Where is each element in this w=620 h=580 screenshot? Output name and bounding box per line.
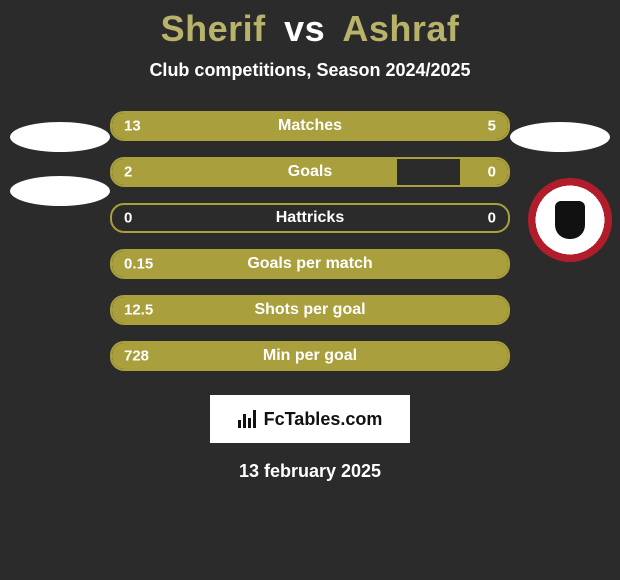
player1-name: Sherif: [161, 8, 266, 49]
player2-club-badge: [528, 178, 612, 262]
stat-label: Goals per match: [112, 255, 508, 273]
stat-bar: Min per goal728: [110, 341, 510, 371]
stat-label: Goals: [112, 163, 508, 181]
club-badge-inner: [541, 191, 599, 249]
stat-label: Matches: [112, 117, 508, 135]
stat-value-left: 728: [124, 348, 149, 365]
stat-bar: Hattricks0 0: [110, 203, 510, 233]
player1-avatar-placeholder-2: [10, 176, 110, 206]
stat-value-left: 0: [124, 210, 132, 227]
stat-label: Shots per goal: [112, 301, 508, 319]
stat-bar: Shots per goal12.5: [110, 295, 510, 325]
stat-bar: Matches13 5: [110, 111, 510, 141]
snapshot-date: 13 february 2025: [239, 461, 381, 482]
stat-value-right: 5: [488, 118, 496, 135]
brand-chart-icon: [238, 410, 256, 428]
stat-value-left: 13: [124, 118, 141, 135]
player2-name: Ashraf: [342, 8, 459, 49]
card-subtitle: Club competitions, Season 2024/2025: [149, 60, 470, 81]
stat-value-left: 2: [124, 164, 132, 181]
stat-value-right: 0: [488, 210, 496, 227]
club-badge-shield-icon: [555, 201, 585, 239]
stat-label: Hattricks: [112, 209, 508, 227]
vs-text: vs: [284, 8, 325, 49]
stat-value-left: 0.15: [124, 256, 153, 273]
stat-value-right: 0: [488, 164, 496, 181]
comparison-card: Sherif vs Ashraf Club competitions, Seas…: [0, 0, 620, 580]
player1-avatar-placeholder: [10, 122, 110, 152]
brand-text: FcTables.com: [264, 409, 383, 430]
card-title: Sherif vs Ashraf: [161, 8, 460, 50]
player2-avatar-placeholder: [510, 122, 610, 152]
stat-bar: Goals2 0: [110, 157, 510, 187]
stat-label: Min per goal: [112, 347, 508, 365]
brand-badge: FcTables.com: [210, 395, 410, 443]
stat-rows: Matches135Goals20Hattricks00Goals per ma…: [0, 111, 620, 371]
stat-bar: Goals per match0.15: [110, 249, 510, 279]
stat-value-left: 12.5: [124, 302, 153, 319]
